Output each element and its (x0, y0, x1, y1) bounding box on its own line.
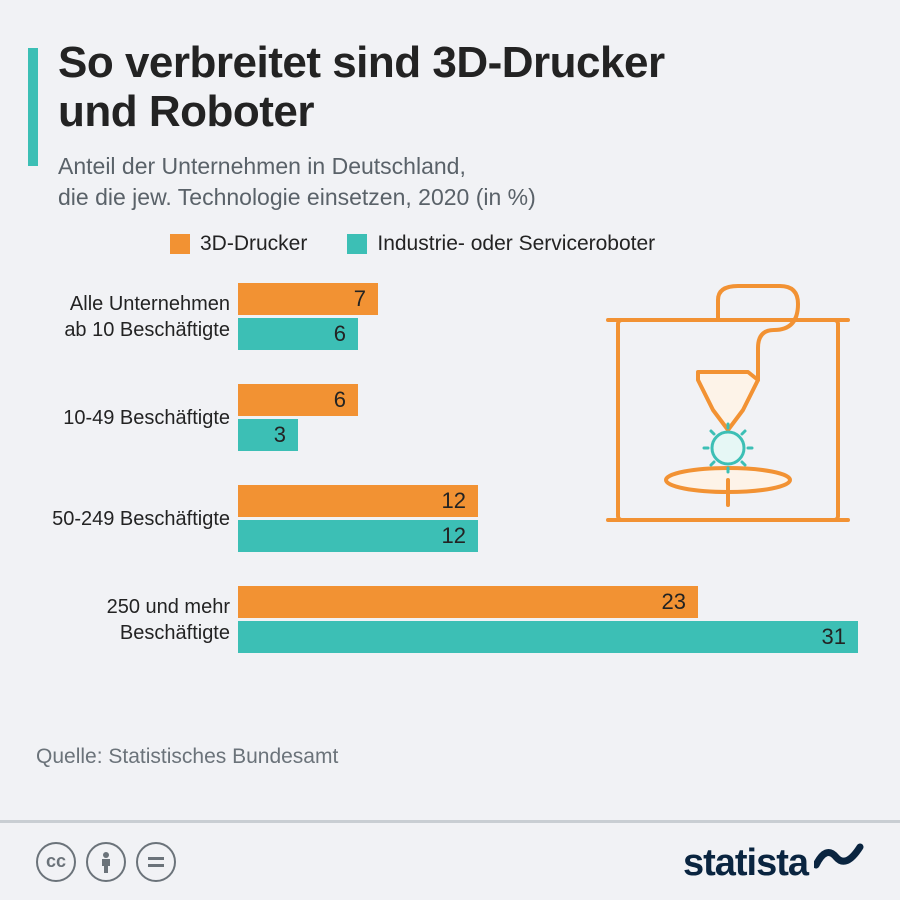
bar-b: 12 (238, 520, 478, 552)
legend-swatch-a (170, 234, 190, 254)
group-label: Alle Unternehmenab 10 Beschäftigte (28, 291, 238, 343)
cc-icon: cc (36, 842, 76, 882)
statista-wordmark: statista (683, 842, 808, 885)
license-icons: cc (36, 842, 176, 882)
group-label: 250 und mehrBeschäftigte (28, 594, 238, 646)
legend-item-b: Industrie- oder Serviceroboter (347, 232, 655, 256)
accent-bar (28, 48, 38, 166)
bar-row-a: 23 (238, 586, 872, 618)
bar-row-b: 31 (238, 621, 872, 653)
subtitle: Anteil der Unternehmen in Deutschland, d… (58, 151, 665, 213)
bar-a: 7 (238, 283, 378, 315)
bar-a: 6 (238, 384, 358, 416)
printer-illustration-icon (598, 280, 858, 540)
subtitle-line2: die die jew. Technologie einsetzen, 2020… (58, 184, 536, 210)
statista-logo: statista (683, 839, 864, 885)
bar-b: 31 (238, 621, 858, 653)
legend-label-a: 3D-Drucker (200, 232, 307, 256)
subtitle-line1: Anteil der Unternehmen in Deutschland, (58, 153, 466, 179)
group-label: 10-49 Beschäftigte (28, 405, 238, 431)
bar-a: 12 (238, 485, 478, 517)
group-label: 50-249 Beschäftigte (28, 506, 238, 532)
title-line2: und Roboter (58, 87, 314, 136)
by-icon (86, 842, 126, 882)
title-line1: So verbreitet sind 3D-Drucker (58, 38, 665, 87)
bar-b: 3 (238, 419, 298, 451)
legend-item-a: 3D-Drucker (170, 232, 307, 256)
legend-swatch-b (347, 234, 367, 254)
bars-container: 2331 (238, 583, 872, 656)
legend-label-b: Industrie- oder Serviceroboter (377, 232, 655, 256)
footer: cc statista (0, 820, 900, 900)
bar-a: 23 (238, 586, 698, 618)
nd-icon (136, 842, 176, 882)
header: So verbreitet sind 3D-Drucker und Robote… (58, 38, 665, 213)
chart-group: 250 und mehrBeschäftigte2331 (28, 583, 872, 656)
page-title: So verbreitet sind 3D-Drucker und Robote… (58, 38, 665, 137)
source-label: Quelle: Statistisches Bundesamt (36, 745, 338, 769)
legend: 3D-Drucker Industrie- oder Servicerobote… (170, 232, 655, 256)
statista-wave-icon (814, 839, 864, 875)
bar-b: 6 (238, 318, 358, 350)
